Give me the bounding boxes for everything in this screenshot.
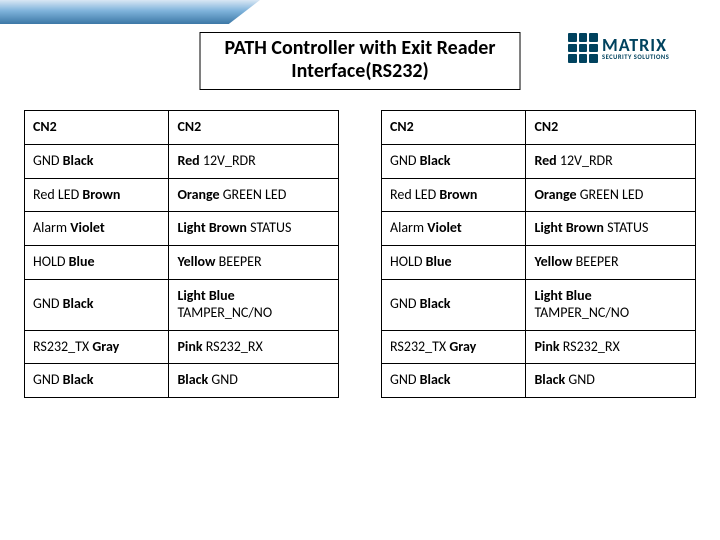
table-cell: HOLD Blue [25,246,169,280]
table-cell: GND Black [382,144,526,178]
right-pinout-table: CN2CN2GND BlackRed 12V_RDRRed LED BrownO… [381,110,696,398]
table-cell: RS232_TX Gray [382,330,526,364]
table-header-cell: CN2 [526,111,696,145]
table-cell: HOLD Blue [382,246,526,280]
table-row: Alarm VioletLight Brown STATUS [382,212,696,246]
table-cell: Black GND [169,364,339,398]
logo-brand-text: MATRIX [602,36,669,54]
table-cell: RS232_TX Gray [25,330,169,364]
table-row: GND BlackRed 12V_RDR [382,144,696,178]
table-cell: GND Black [25,364,169,398]
tables-container: CN2CN2GND BlackRed 12V_RDRRed LED BrownO… [24,110,696,398]
table-cell: Yellow BEEPER [526,246,696,280]
table-cell: Pink RS232_RX [169,330,339,364]
table-row: Red LED BrownOrange GREEN LED [382,178,696,212]
table-row: HOLD BlueYellow BEEPER [382,246,696,280]
table-row: HOLD BlueYellow BEEPER [25,246,339,280]
table-cell: Red 12V_RDR [526,144,696,178]
table-cell: Light Blue TAMPER_NC/NO [526,279,696,330]
table-cell: GND Black [25,144,169,178]
table-row: GND BlackLight Blue TAMPER_NC/NO [382,279,696,330]
table-cell: Light Blue TAMPER_NC/NO [169,279,339,330]
brand-logo: MATRIX SECURITY SOLUTIONS [568,30,698,66]
table-cell: Light Brown STATUS [526,212,696,246]
table-row: Red LED BrownOrange GREEN LED [25,178,339,212]
header-accent [0,0,260,24]
table-cell: Pink RS232_RX [526,330,696,364]
left-pinout-table: CN2CN2GND BlackRed 12V_RDRRed LED BrownO… [24,110,339,398]
table-cell: Alarm Violet [25,212,169,246]
title-line2: Interface(RS232) [225,60,496,83]
table-header-cell: CN2 [382,111,526,145]
table-cell: Alarm Violet [382,212,526,246]
table-cell: GND Black [382,364,526,398]
table-cell: Red LED Brown [25,178,169,212]
table-cell: Orange GREEN LED [169,178,339,212]
table-row: GND BlackLight Blue TAMPER_NC/NO [25,279,339,330]
table-cell: Orange GREEN LED [526,178,696,212]
table-header-row: CN2CN2 [382,111,696,145]
logo-tagline: SECURITY SOLUTIONS [602,54,669,61]
table-cell: Light Brown STATUS [169,212,339,246]
table-cell: Yellow BEEPER [169,246,339,280]
table-row: GND BlackBlack GND [25,364,339,398]
table-row: GND BlackBlack GND [382,364,696,398]
table-row: GND BlackRed 12V_RDR [25,144,339,178]
table-cell: GND Black [25,279,169,330]
table-row: RS232_TX Gray Pink RS232_RX [382,330,696,364]
table-row: Alarm VioletLight Brown STATUS [25,212,339,246]
table-cell: Red 12V_RDR [169,144,339,178]
page-title: PATH Controller with Exit Reader Interfa… [200,32,521,90]
table-header-cell: CN2 [25,111,169,145]
table-cell: Black GND [526,364,696,398]
table-header-cell: CN2 [169,111,339,145]
table-row: RS232_TX Gray Pink RS232_RX [25,330,339,364]
table-cell: Red LED Brown [382,178,526,212]
logo-mark-icon [568,33,598,63]
title-line1: PATH Controller with Exit Reader [225,37,496,60]
table-cell: GND Black [382,279,526,330]
table-header-row: CN2CN2 [25,111,339,145]
